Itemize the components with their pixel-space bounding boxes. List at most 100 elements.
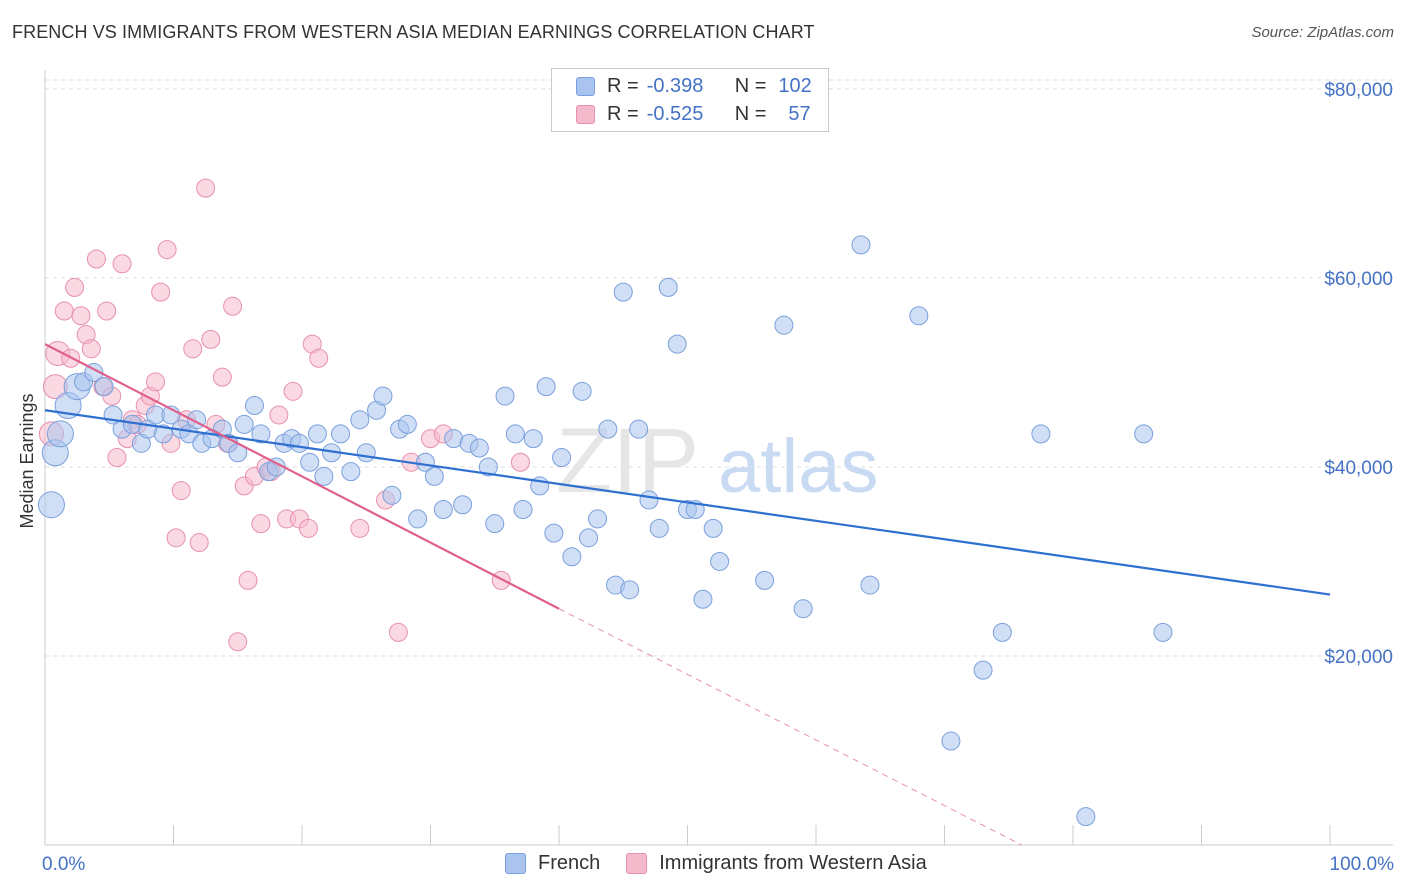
- french-point: [408, 509, 428, 529]
- immigrants-point: [298, 518, 318, 538]
- immigrants-point: [97, 301, 117, 321]
- immigrants-point: [171, 481, 191, 501]
- french-point: [424, 466, 444, 486]
- french-point: [289, 433, 309, 453]
- french-point: [710, 551, 730, 571]
- french-point: [562, 547, 582, 567]
- french-point: [469, 438, 489, 458]
- french-point: [1076, 807, 1096, 827]
- french-point: [356, 443, 376, 463]
- series-legend-swatch-french: [505, 853, 526, 874]
- y-tick-label: $60,000: [1324, 269, 1393, 290]
- french-point: [973, 660, 993, 680]
- french-point: [244, 396, 264, 416]
- watermark-zip: ZIP: [556, 410, 699, 512]
- x-tick-label: 0.0%: [42, 854, 85, 875]
- french-point: [485, 514, 505, 534]
- french-point: [453, 495, 473, 515]
- series-legend-immigrants: Immigrants from Western Asia: [626, 852, 927, 875]
- french-point: [667, 334, 687, 354]
- immigrants-point: [223, 296, 243, 316]
- legend-row-immigrants: R = -0.525 N = 57: [576, 100, 811, 128]
- series-legend-label-immigrants: Immigrants from Western Asia: [659, 852, 927, 874]
- legend-r-label: R =: [607, 102, 639, 125]
- french-point: [620, 580, 640, 600]
- legend-r-label: R =: [607, 74, 639, 97]
- french-point: [552, 448, 572, 467]
- french-point: [793, 599, 813, 619]
- french-point: [94, 377, 114, 397]
- immigrants-point: [228, 632, 248, 652]
- immigrants-point: [350, 518, 370, 538]
- french-point: [703, 518, 723, 538]
- french-point: [234, 414, 254, 434]
- series-legend-label-french: French: [538, 852, 601, 874]
- legend-row-french: R = -0.398 N = 102: [576, 72, 812, 100]
- french-point: [572, 381, 592, 401]
- immigrants-point: [238, 570, 258, 590]
- french-point: [1031, 424, 1051, 444]
- french-point: [415, 452, 435, 472]
- french-point: [544, 523, 564, 543]
- y-tick-label: $40,000: [1324, 458, 1393, 479]
- chart-title: FRENCH VS IMMIGRANTS FROM WESTERN ASIA M…: [12, 22, 815, 42]
- immigrants-trend-line: [44, 343, 560, 610]
- legend-n-value-immigrants: 57: [788, 102, 811, 125]
- watermark-atlas: atlas: [718, 424, 879, 509]
- french-point: [153, 424, 173, 444]
- immigrants-point: [86, 249, 106, 269]
- french-point: [523, 429, 543, 449]
- immigrants-point: [283, 381, 303, 401]
- immigrants-point: [151, 282, 171, 302]
- immigrants-point: [71, 306, 91, 326]
- immigrants-point: [491, 570, 511, 590]
- french-point: [251, 424, 271, 444]
- french-point: [505, 424, 525, 444]
- french-point: [513, 499, 533, 519]
- french-point: [941, 731, 961, 751]
- immigrants-point: [54, 301, 74, 321]
- french-point: [536, 377, 556, 397]
- french-point: [478, 457, 498, 477]
- x-tick-label: 100.0%: [1330, 854, 1395, 875]
- immigrants-point: [196, 178, 216, 198]
- immigrants-point: [183, 339, 203, 359]
- immigrants-point: [388, 622, 408, 642]
- french-point: [579, 528, 599, 548]
- french-point: [46, 420, 74, 448]
- french-point: [314, 466, 334, 486]
- french-point: [382, 485, 402, 505]
- immigrants-point: [189, 533, 209, 553]
- french-point: [1153, 622, 1173, 642]
- legend-n-value-french: 102: [778, 74, 812, 97]
- french-point: [588, 509, 608, 529]
- french-point: [495, 386, 515, 406]
- french-point: [658, 277, 678, 297]
- french-point: [341, 462, 361, 482]
- immigrants-point: [81, 339, 101, 359]
- french-point: [693, 589, 713, 609]
- immigrants-point: [166, 528, 186, 548]
- chart-source: Source: ZipAtlas.com: [1251, 24, 1394, 41]
- tick-labels: $20,000 $40,000 $60,000 $80,000 0.0% 100.0%: [42, 80, 1394, 875]
- french-trend-line: [44, 409, 1331, 596]
- immigrants-trend-extension: [558, 608, 1022, 846]
- immigrants-point: [112, 254, 132, 274]
- french-point: [629, 419, 649, 439]
- immigrants-point: [212, 367, 232, 387]
- legend-swatch-french: [576, 76, 595, 96]
- legend-r-value-french: -0.398: [646, 74, 704, 97]
- french-point: [774, 315, 794, 335]
- french-point: [300, 452, 320, 472]
- series-legend: French Immigrants from Western Asia: [505, 852, 953, 875]
- series-legend-french: French: [505, 852, 600, 875]
- french-point: [307, 424, 327, 444]
- immigrants-point: [251, 514, 271, 534]
- immigrants-point: [157, 240, 177, 260]
- immigrants-point: [65, 277, 85, 297]
- french-point: [613, 282, 633, 302]
- french-point: [860, 575, 880, 595]
- french-point: [350, 410, 370, 430]
- correlation-legend: R = -0.398 N = 102 R = -0.525 N = 57: [551, 68, 829, 132]
